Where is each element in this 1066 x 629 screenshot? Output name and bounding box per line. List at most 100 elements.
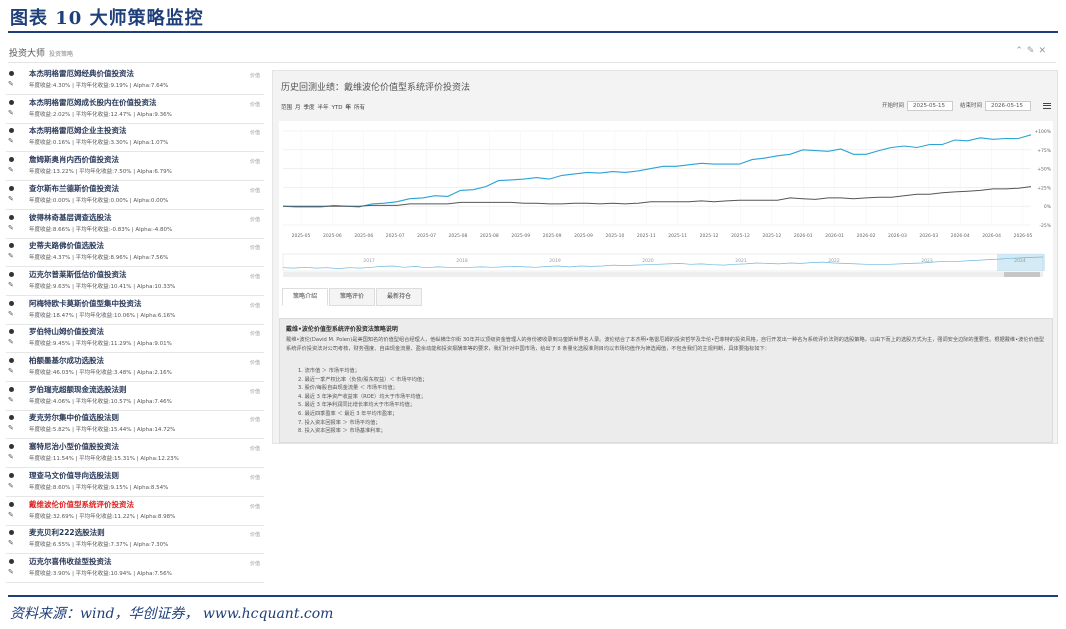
edit-icon[interactable]: ✎: [8, 166, 14, 175]
strategy-name[interactable]: 查尔斯布兰德斯价值投资法: [29, 183, 119, 193]
edit-icon[interactable]: ✎: [8, 194, 14, 203]
strategy-name[interactable]: 塞特尼治小型价值股投资法: [29, 442, 119, 452]
start-date-input[interactable]: 2025-05-15: [907, 101, 954, 111]
list-item[interactable]: ✎ 詹姆斯奥肖内西价值投资法 年度收益:13.22% | 平均年化收益:7.50% …: [6, 152, 264, 182]
range-option[interactable]: 所有: [354, 105, 366, 111]
edit-icon[interactable]: ✎: [8, 309, 14, 318]
x-tick-label: 2025-06: [354, 233, 373, 239]
edit-icon[interactable]: ✎: [8, 252, 14, 261]
strategy-stats: 年度收益:11.54% | 平均年化收益:15.31% | Alpha:12.2…: [29, 456, 179, 463]
x-tick-label: 2026-03: [919, 233, 938, 239]
end-date-input[interactable]: 2026-05-15: [985, 101, 1032, 111]
range-option[interactable]: 季度: [303, 105, 315, 111]
range-option[interactable]: 年: [345, 105, 352, 111]
list-item[interactable]: ✎ 麦克贝利222选股法则 年度收益:6.55% | 平均年化收益:7.37% | …: [6, 525, 264, 555]
list-item[interactable]: ✎ 史蒂夫路佛价值选股法 年度收益:4.37% | 平均年化收益:8.96% | A…: [6, 238, 264, 268]
range-option[interactable]: 半年: [317, 105, 329, 111]
chevron-up-icon[interactable]: ⌃: [1015, 46, 1027, 56]
panel-header: 投资大师 投资策略 ⌃✎✕: [8, 42, 1056, 63]
edit-icon[interactable]: ✎: [8, 395, 14, 404]
strategy-tag: 价值: [249, 474, 260, 481]
strategy-name[interactable]: 史蒂夫路佛价值选股法: [29, 241, 104, 251]
x-tick-label: 2025-09: [574, 233, 593, 239]
strategy-name[interactable]: 彼得林奇基层调查选股法: [29, 212, 112, 222]
strategy-name[interactable]: 阿梅特欧卡莫斯价值型集中投资法: [29, 298, 142, 308]
edit-icon[interactable]: ✎: [8, 137, 14, 146]
strategy-name[interactable]: 麦克劳尔集中价值选股法则: [29, 413, 119, 423]
chart-menu-icon[interactable]: [1043, 101, 1051, 111]
strategy-stats: 年度收益:0.00% | 平均年化收益:0.00% | Alpha:0.00%: [29, 197, 169, 204]
list-item[interactable]: ✎ 罗伯特山姆价值投资法 年度收益:9.45% | 平均年化收益:11.29% | …: [6, 324, 264, 354]
strategy-description: 戴维•波伦价值型系统评价投资法策略说明 戴维•波伦(David M. Polen…: [279, 318, 1053, 443]
description-paragraph: 戴维•波伦(David M. Polen)是美国知名的价值型组合经理人，他纵横华…: [286, 337, 1045, 352]
edit-icon[interactable]: ✎: [8, 539, 14, 548]
list-item[interactable]: ✎ 本杰明格雷厄姆企业主投资法年度收益:0.16% | 平均年化收益:3.30% …: [6, 123, 264, 153]
navigator-scroll-thumb: [1004, 272, 1040, 277]
list-item[interactable]: ✎ 理查马文价值导向选股法则 年度收益:8.60% | 平均年化收益:9.15% |…: [6, 468, 264, 497]
edit-icon[interactable]: ✎: [8, 481, 14, 490]
list-item[interactable]: ✎ 塞特尼治小型价值股投资法年度收益:11.54% | 平均年化收益:15.31%…: [6, 439, 264, 469]
strategy-stats: 年度收益:2.02% | 平均年化收益:12.47% | Alpha:9.36%: [29, 111, 172, 118]
strategy-name[interactable]: 戴维波伦价值型系统评价投资法: [29, 499, 134, 509]
series-line: [283, 186, 1032, 207]
tab-item[interactable]: 策略评价: [329, 288, 375, 306]
strategy-name[interactable]: 詹姆斯奥肖内西价值投资法: [29, 155, 119, 165]
x-tick-label: 2025-11: [637, 233, 656, 239]
edit-icon[interactable]: ✎: [8, 338, 14, 347]
y-tick-label: +50%: [1037, 167, 1051, 173]
edit-icon[interactable]: ✎: [8, 567, 14, 576]
list-item[interactable]: ✎ 彼得林奇基层调查选股法 年度收益:8.66% | 平均年化收益:-0.83% |…: [6, 210, 264, 239]
strategy-stats: 年度收益:0.16% | 平均年化收益:3.30% | Alpha:1.07%: [29, 140, 169, 147]
edit-icon[interactable]: ✎: [8, 223, 14, 232]
performance-chart[interactable]: +100% +75% +50% +25% 0% -25% 2025-05 2025-06 202…: [279, 121, 1053, 339]
range-option[interactable]: YTD: [331, 105, 343, 111]
x-tick-label: 2025-12: [762, 233, 781, 239]
wrench-icon[interactable]: ✎: [1026, 46, 1039, 56]
edit-icon[interactable]: ✎: [8, 280, 14, 289]
edit-icon[interactable]: ✎: [8, 80, 14, 88]
strategy-name[interactable]: 本杰明格雷厄姆成长股内在价值投资法: [29, 97, 157, 107]
title-divider: [8, 31, 1058, 33]
list-item[interactable]: ✎ 查尔斯布兰德斯价值投资法年度收益:0.00% | 平均年化收益:0.00% |…: [6, 181, 264, 210]
edit-icon[interactable]: ✎: [8, 367, 14, 375]
tab-item[interactable]: 策略介绍: [282, 288, 328, 306]
strategy-tag: 价值: [249, 388, 260, 395]
panel-title-text: 投资大师: [9, 49, 46, 59]
list-item[interactable]: ✎ 柏额墨基尔成功选股法 年度收益:46.03% | 平均年化收益:3.48% | …: [6, 353, 264, 382]
strategy-tag: 价值: [249, 417, 260, 424]
close-icon[interactable]: ✕: [1038, 46, 1050, 56]
edit-icon[interactable]: ✎: [8, 108, 14, 117]
strategy-stats: 年度收益:9.63% | 平均年化收益:10.41% | Alpha:10.33…: [29, 283, 176, 290]
strategy-name[interactable]: 麦克贝利222选股法则: [29, 528, 105, 538]
figure-title: 图表 10 大师策略监控: [10, 8, 204, 29]
navigator-year-label: 2018: [456, 258, 468, 264]
list-item[interactable]: ✎ 迈克尔普莱斯低估价值投资法年度收益:9.63% | 平均年化收益:10.41%…: [6, 267, 264, 296]
strategy-name[interactable]: 理查马文价值导向选股法则: [29, 470, 119, 480]
tab-item[interactable]: 最新持仓: [376, 288, 422, 306]
list-item[interactable]: ✎ 戴维波伦价值型系统评价投资法 年度收益:32.69% | 平均年化收益:11.2…: [6, 497, 264, 526]
range-option[interactable]: 月: [295, 105, 301, 111]
strategy-name[interactable]: 本杰明格雷厄姆企业主投资法: [29, 126, 127, 136]
strategy-name[interactable]: 柏额墨基尔成功选股法: [29, 356, 104, 365]
edit-icon[interactable]: ✎: [8, 510, 14, 519]
list-item[interactable]: ✎ 本杰明格雷厄姆经典价值投资法 年度收益:4.30% | 平均年化收益:9.19%…: [6, 66, 264, 95]
strategy-name[interactable]: 本杰明格雷厄姆经典价值投资法: [29, 69, 134, 78]
edit-icon[interactable]: ✎: [8, 453, 14, 462]
bullet-icon: [9, 300, 14, 306]
panel-title: 投资大师 投资策略: [9, 46, 73, 59]
list-item[interactable]: ✎ 本杰明格雷厄姆成长股内在价值投资法年度收益:2.02% | 平均年化收益:12…: [6, 95, 264, 124]
edit-icon[interactable]: ✎: [8, 424, 14, 433]
strategy-name[interactable]: 迈克尔喜伟收益型投资法: [29, 556, 112, 566]
list-item[interactable]: ✎ 迈克尔喜伟收益型投资法 年度收益:3.90% | 平均年化收益:10.94% |…: [6, 554, 264, 583]
strategy-name[interactable]: 罗伯特山姆价值投资法: [29, 327, 104, 337]
y-tick-label: +25%: [1037, 185, 1051, 191]
strategy-tag: 价值: [249, 331, 260, 338]
list-item[interactable]: ✎ 阿梅特欧卡莫斯价值型集中投资法 年度收益:18.47% | 平均年化收益:10.…: [6, 296, 264, 325]
strategy-name[interactable]: 迈克尔普莱斯低估价值投资法: [29, 269, 127, 279]
bullet-icon: [9, 243, 14, 249]
list-item[interactable]: ✎ 罗伯瑞克超额现金流选股法则 年度收益:4.06% | 平均年化收益:10.57%…: [6, 382, 264, 411]
x-tick-label: 2026-01: [794, 233, 813, 239]
list-item[interactable]: ✎ 麦克劳尔集中价值选股法则 年度收益:5.82% | 平均年化收益:15.44% …: [6, 410, 264, 440]
criterion-item: 1. 流市值 ＞ 市场平均值；: [298, 368, 360, 374]
strategy-name[interactable]: 罗伯瑞克超额现金流选股法则: [29, 384, 127, 394]
